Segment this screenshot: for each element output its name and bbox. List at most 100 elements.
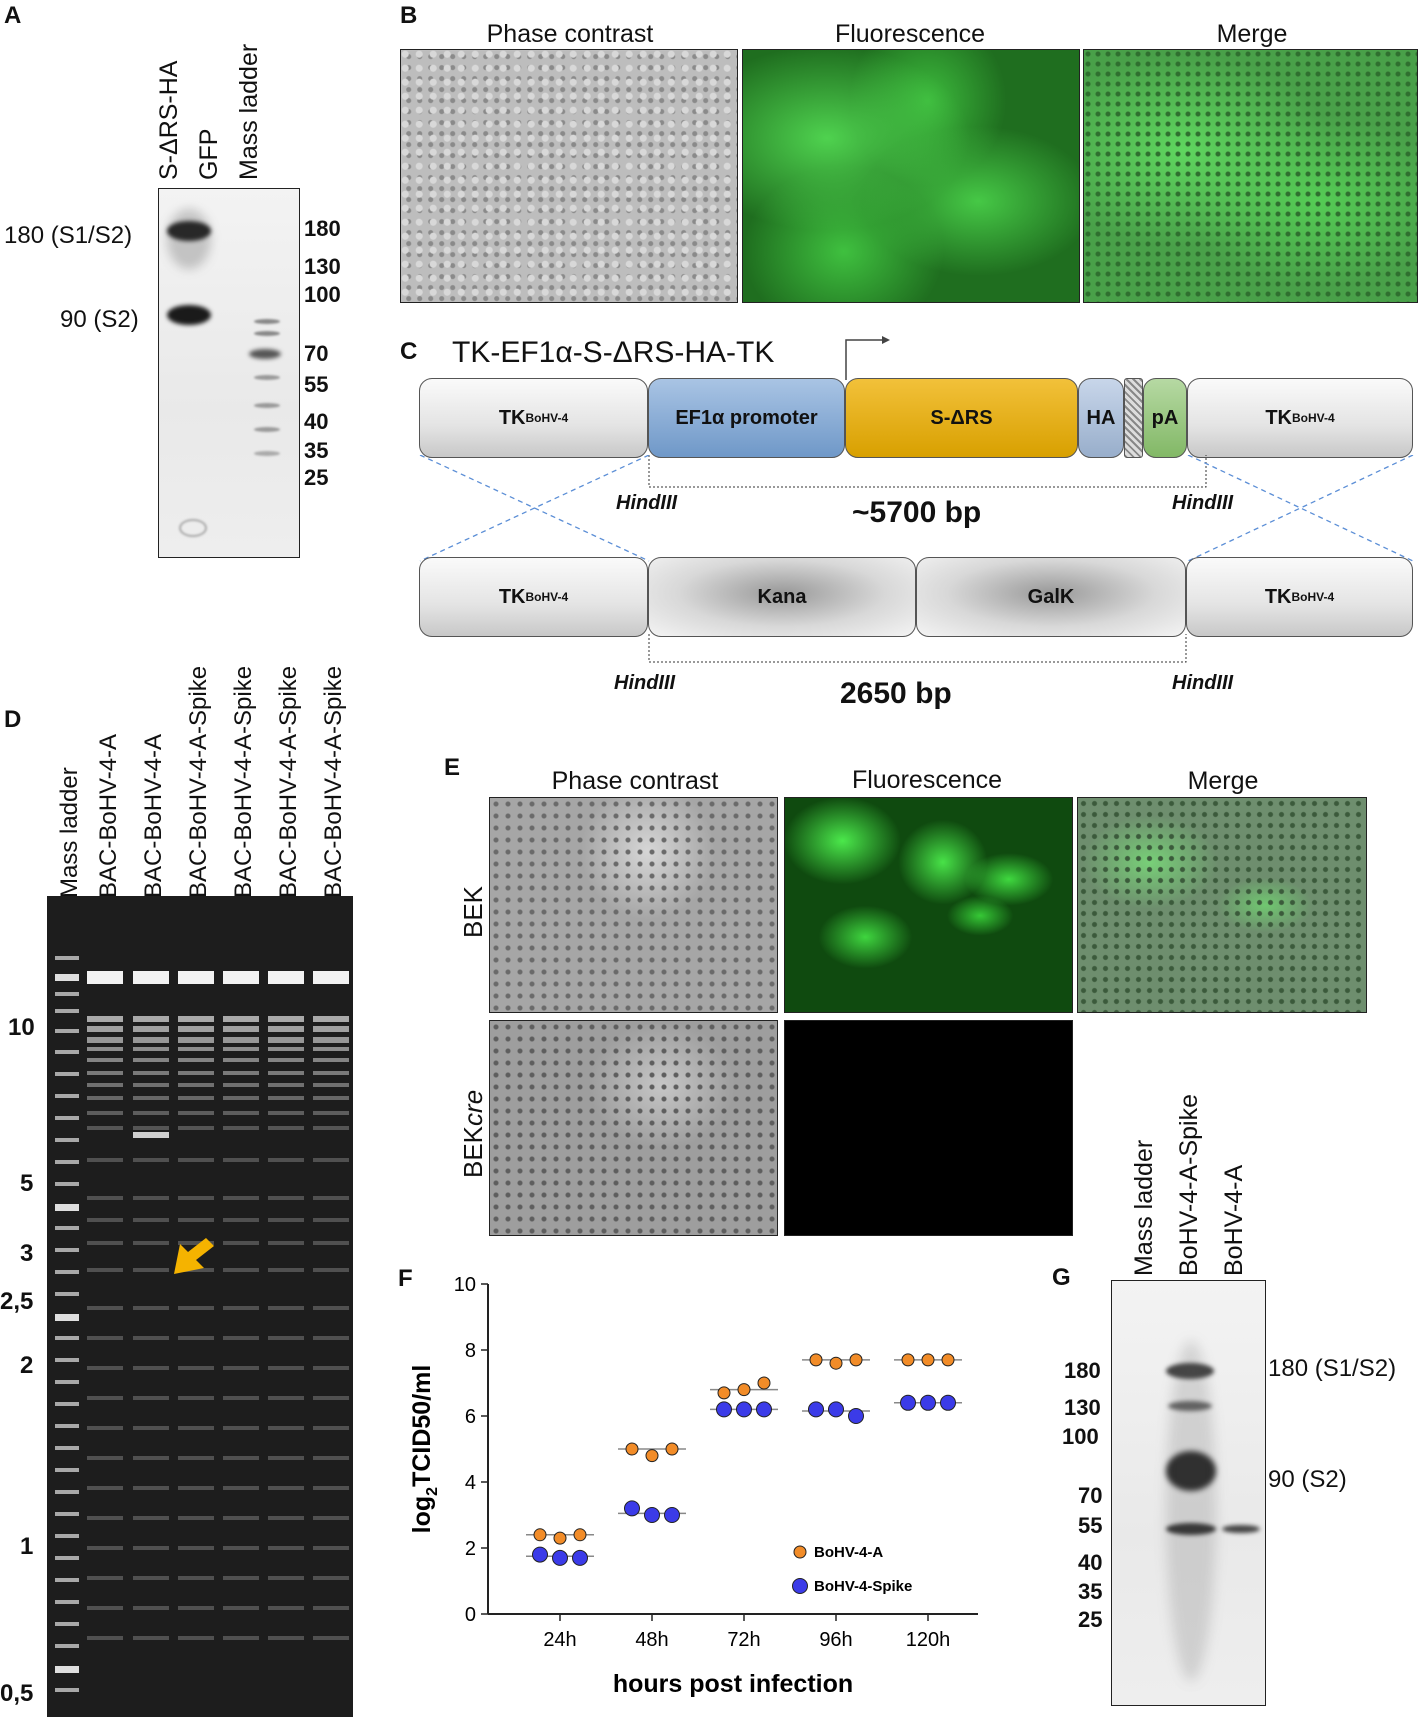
gel-band (313, 1241, 349, 1245)
lane-label: BoHV-4-A-Spike (1175, 1093, 1203, 1276)
ladder-band (55, 1248, 79, 1252)
gel-band (133, 1083, 169, 1087)
gel-band (313, 1096, 349, 1100)
marker-label: 70 (304, 341, 329, 366)
gel-band (223, 1037, 259, 1043)
gel-band (87, 1576, 123, 1580)
data-point (808, 1401, 824, 1418)
artifact (179, 519, 207, 537)
gel-band (87, 1126, 123, 1130)
data-point (533, 1528, 547, 1542)
band (1166, 1363, 1214, 1379)
gel-band (178, 1606, 214, 1610)
fragment-size-bottom: 2650 bp (840, 677, 952, 710)
band-label-s1s2: 180 (S1/S2) (1268, 1355, 1397, 1382)
gel-band (178, 1111, 214, 1115)
gel-band (313, 1083, 349, 1087)
tk-left-box: TK BoHV-4 (419, 557, 648, 637)
gel-band (268, 1071, 304, 1075)
gel-band (313, 1058, 349, 1062)
x-tick-label: 120h (906, 1629, 951, 1651)
gel-band (313, 1426, 349, 1430)
y-tick-label: 2 (465, 1538, 476, 1560)
ladder-band (55, 1072, 79, 1076)
ladder-band (55, 1182, 79, 1186)
gel-band (87, 1306, 123, 1310)
data-point (572, 1549, 588, 1566)
ladder-band (55, 1204, 79, 1211)
gel-marker-label: 5 (20, 1170, 34, 1197)
gel-band (133, 1336, 169, 1340)
gel-band (223, 1636, 259, 1640)
gel-band (178, 1636, 214, 1640)
data-point (716, 1401, 732, 1418)
gel-band (133, 1306, 169, 1310)
x-tick-label: 72h (727, 1629, 760, 1651)
bottom-bracket (648, 634, 1187, 663)
column-header: Fluorescence (834, 20, 986, 48)
hindiii-site: HindIII (1172, 672, 1234, 694)
ladder-band (55, 1116, 79, 1120)
gel-band (223, 1026, 259, 1032)
merge-image (1083, 49, 1418, 303)
gel-band (223, 1047, 259, 1051)
ef1a-promoter-box: EF1α promoter (648, 378, 845, 458)
gel-band (313, 1268, 349, 1272)
ladder-band (55, 1292, 79, 1296)
gel-band (223, 1426, 259, 1430)
gel-band (223, 1158, 259, 1162)
gel-band (133, 1268, 169, 1272)
fluorescence-image-bek (784, 797, 1073, 1013)
gel-band (178, 1426, 214, 1430)
gel-band (313, 1396, 349, 1400)
gel-marker-label: 2 (20, 1352, 34, 1379)
panel-label-c: C (400, 338, 418, 365)
gel-band (223, 1366, 259, 1370)
gel-marker-label: 3 (20, 1240, 34, 1267)
gel-band (223, 1336, 259, 1340)
gel-band (133, 1606, 169, 1610)
gel-band (223, 1241, 259, 1245)
ladder-band (55, 1380, 79, 1384)
band (167, 305, 211, 325)
gel-band (268, 1516, 304, 1520)
y-axis-label-sub: 2 (424, 1487, 441, 1496)
gel-band (223, 1546, 259, 1550)
gel-band (133, 1241, 169, 1245)
band-label-s2: 90 (S2) (1268, 1466, 1347, 1493)
marker-label: 35 (1078, 1579, 1103, 1604)
panel-label-e: E (444, 754, 461, 781)
construct-title: TK-EF1α-S-ΔRS-HA-TK (452, 336, 775, 369)
gel-lane-label: BAC-BoHV-4-A (95, 733, 122, 898)
y-axis-label-rest: TCID50/ml (408, 1365, 436, 1487)
gel-band (313, 1636, 349, 1640)
gel-band (313, 1516, 349, 1520)
tk-left-box: TK BoHV-4 (419, 378, 648, 458)
legend-label: BoHV-4-Spike (814, 1578, 912, 1595)
galk-box: GalK (916, 557, 1186, 637)
gel-band (178, 1096, 214, 1100)
gel-band (178, 1047, 214, 1051)
ladder-band (55, 1029, 79, 1033)
gel-band (268, 1126, 304, 1130)
gel-band (178, 1486, 214, 1490)
panel-label-d: D (4, 706, 22, 733)
gel-band (313, 1016, 349, 1022)
gel-band (133, 1546, 169, 1550)
ladder-band (55, 1446, 79, 1450)
hindiii-site: HindIII (616, 492, 678, 514)
data-point (757, 1376, 771, 1390)
ladder-band (55, 1666, 79, 1673)
gel-band (178, 1241, 214, 1245)
data-point (552, 1549, 568, 1566)
gel-band (268, 1016, 304, 1022)
data-point (624, 1500, 640, 1517)
gel-band (268, 1268, 304, 1272)
ladder-band (254, 403, 280, 408)
arrow-icon (174, 1238, 214, 1274)
gel-band (223, 1576, 259, 1580)
ladder-band (55, 1160, 79, 1164)
gel-band (268, 1426, 304, 1430)
data-point (756, 1401, 772, 1418)
gel-band (87, 1196, 123, 1200)
